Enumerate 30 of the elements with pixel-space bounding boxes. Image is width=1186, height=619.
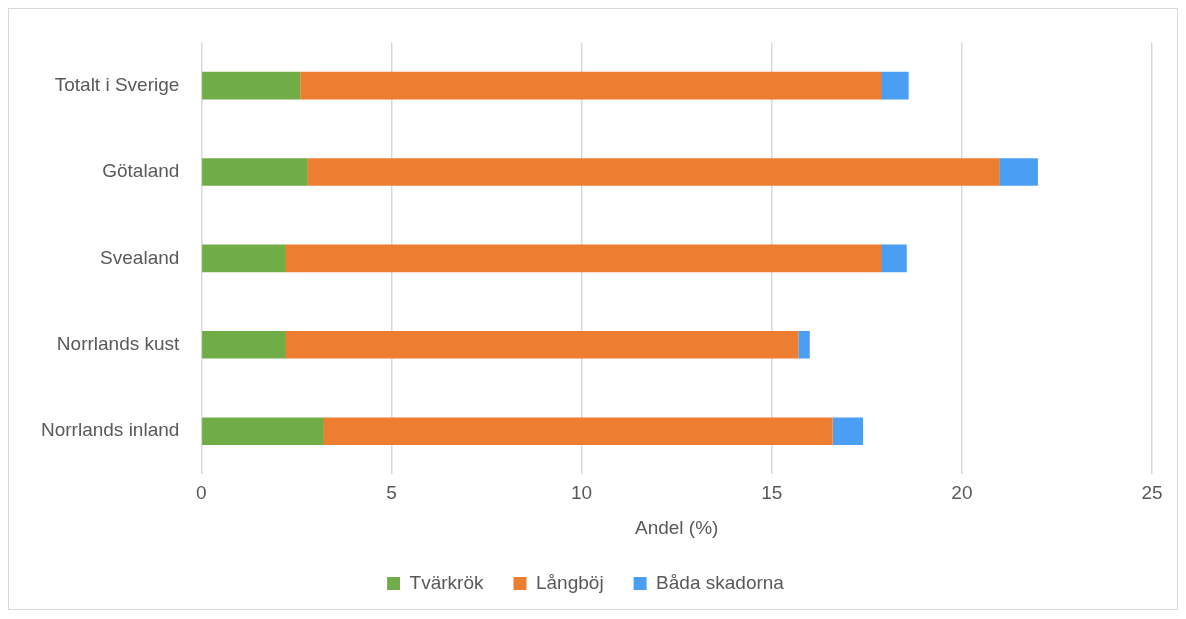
legend-label: Långböj xyxy=(535,571,604,593)
y-tick-label: Svealand xyxy=(100,246,180,268)
x-axis-title: Andel (%) xyxy=(634,516,719,538)
bar xyxy=(882,244,907,273)
bar xyxy=(882,71,909,100)
x-tick-label: 20 xyxy=(951,482,973,504)
bar xyxy=(285,330,799,359)
bar xyxy=(300,71,883,100)
legend-label: Båda skadorna xyxy=(656,571,785,593)
y-tick-label: Norrlands kust xyxy=(56,333,181,355)
bar xyxy=(285,244,883,273)
bar xyxy=(832,417,863,446)
bar xyxy=(202,417,324,446)
y-tick-label: Norrlands inland xyxy=(40,419,180,441)
x-tick-label: 5 xyxy=(386,482,397,504)
legend-label: Tvärkrök xyxy=(409,571,484,593)
bar xyxy=(798,330,810,359)
y-tick-label: Totalt i Sverige xyxy=(54,73,180,95)
bar xyxy=(202,71,301,100)
bar xyxy=(202,244,286,273)
y-tick-label: Götaland xyxy=(102,160,180,182)
x-tick-label: 10 xyxy=(571,482,593,504)
bar xyxy=(202,330,286,359)
x-tick-label: 0 xyxy=(196,482,207,504)
bar xyxy=(999,158,1038,186)
x-tick-label: 15 xyxy=(761,482,783,504)
bar xyxy=(307,158,1000,186)
bar xyxy=(323,417,833,446)
bar xyxy=(202,158,308,186)
x-tick-label: 25 xyxy=(1141,482,1163,504)
